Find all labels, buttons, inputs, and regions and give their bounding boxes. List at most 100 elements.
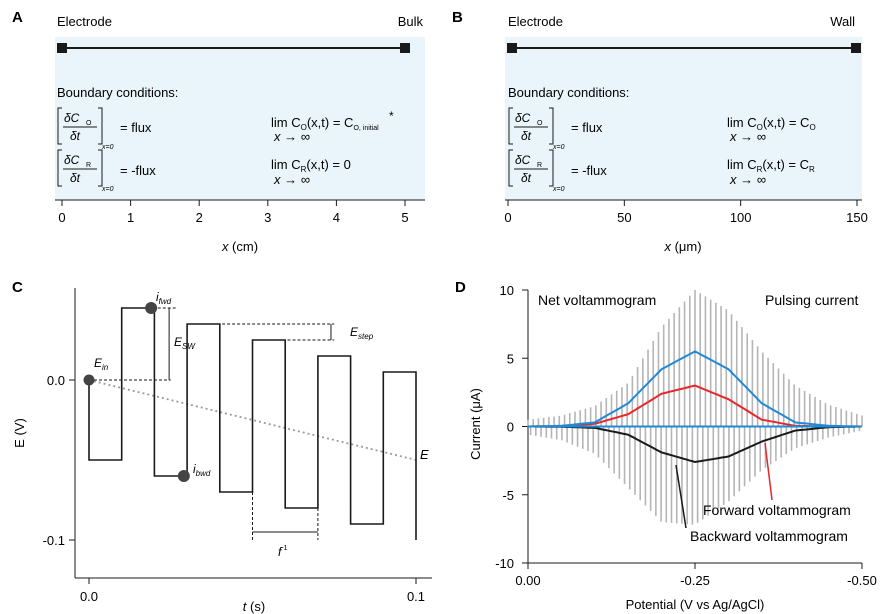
panel-d-xlabel: Potential (V vs Ag/AgCl)	[626, 597, 765, 612]
panel-letter-b: B	[452, 9, 463, 26]
panel-a-star: *	[389, 109, 394, 123]
tick-label: 50	[617, 210, 631, 225]
ann-f: f-1	[278, 545, 288, 559]
tick-label: 3	[264, 210, 271, 225]
panel-c-annotations: ifwd ibwd Ein ESW Estep E f-1	[94, 290, 429, 559]
tick-label: 0	[507, 420, 514, 435]
x-eq-0: x=0	[101, 144, 114, 151]
frac-top-sub: R	[537, 162, 542, 169]
panel-b-left-label: Electrode	[508, 14, 563, 29]
panel-c-xlabel: t (s)	[243, 599, 265, 614]
panel-c-ticks: 0.0 0.1 0.0 -0.1	[43, 373, 425, 604]
panel-a-electrode-marker	[57, 43, 67, 53]
panel-d-ticks: 0.00 -0.25 -0.50 10 5 0 -5 -10	[495, 283, 877, 588]
panel-b-derivative-r: δC R δt x=0	[508, 149, 565, 193]
panel-b-right-label: Wall	[830, 14, 855, 29]
net-voltammogram-line	[527, 350, 863, 428]
tick-label: 0.1	[407, 589, 425, 604]
square-wave	[88, 307, 417, 540]
panel-b-background	[505, 37, 862, 200]
leader-forward	[764, 442, 773, 501]
panel-b-electrode-marker	[507, 43, 517, 53]
panel-b: B Electrode Wall Boundary conditions: δC…	[452, 9, 868, 254]
panel-b-lim1: lim CO(x,t) = CO	[727, 115, 816, 132]
panel-b-flux: = flux	[571, 120, 603, 135]
ann-ein: Ein	[94, 356, 109, 372]
frac-bottom: δt	[521, 129, 532, 143]
tick-label: 0.0	[47, 373, 65, 388]
panel-a-lim1: lim CO(x,t) = CO, initial	[271, 115, 379, 132]
panel-b-wall-marker	[851, 43, 861, 53]
frac-top: δC	[515, 153, 531, 167]
x-eq-0: x=0	[552, 144, 565, 151]
panel-b-bc-title: Boundary conditions:	[508, 85, 629, 100]
tick-label: 5	[507, 351, 514, 366]
panel-d-ylabel: Current (μA)	[468, 388, 483, 460]
tick-label: 5	[401, 210, 408, 225]
panel-a-x-to-inf-2: x → ∞	[273, 172, 310, 187]
staircase-line	[88, 379, 417, 461]
frac-top-sub: R	[86, 162, 91, 169]
tick-label: 100	[730, 210, 752, 225]
tick-label: 10	[500, 283, 514, 298]
panel-a-derivative-o: δC O δt x=0	[57, 107, 114, 151]
label-forward-voltammogram: Forward voltammogram	[703, 502, 851, 518]
panel-a-background	[55, 37, 425, 200]
ann-ibwd: ibwd	[193, 462, 211, 478]
panel-b-xlabel: x (μm)	[663, 239, 701, 254]
ann-esw: ESW	[174, 335, 196, 351]
panel-c: C 0.0 0.1 0.0 -0.1 E (V) t (s) ifwd ibwd Ei…	[12, 279, 432, 614]
panel-a-neg-flux: = -flux	[120, 163, 156, 178]
tick-label: 150	[846, 210, 868, 225]
panel-a-xlabel: x (cm)	[221, 239, 258, 254]
tick-label: 4	[333, 210, 340, 225]
panel-letter-a: A	[12, 9, 23, 26]
panel-a-bulk-marker	[400, 43, 410, 53]
panel-c-plot	[83, 302, 417, 540]
tick-label: 0	[58, 210, 65, 225]
panel-a-derivative-r: δC R δt x=0	[57, 149, 114, 193]
panel-a-bc-title: Boundary conditions:	[57, 85, 178, 100]
tick-label: 0.0	[80, 589, 98, 604]
panel-b-derivative-o: δC O δt x=0	[508, 107, 565, 151]
ibwd-marker	[177, 470, 190, 482]
panel-letter-c: C	[12, 279, 23, 296]
tick-label: 0	[504, 210, 511, 225]
ann-ifwd: ifwd	[156, 290, 172, 306]
ein-marker	[83, 374, 95, 386]
label-net-voltammogram: Net voltammogram	[538, 292, 656, 308]
panel-d-curves	[527, 350, 863, 464]
tick-label: -0.1	[43, 533, 65, 548]
leader-backward	[675, 464, 687, 529]
tick-label: -0.25	[680, 573, 710, 588]
ifwd-marker	[145, 302, 158, 314]
panel-c-ylabel: E (V)	[12, 418, 27, 448]
panel-d: D 0.00 -0.25 -0.50 10 5 0 -5 -10 Current (μA) P…	[455, 279, 877, 612]
tick-label: 2	[196, 210, 203, 225]
panel-b-x-to-inf-1: x → ∞	[729, 129, 766, 144]
panel-a-flux: = flux	[120, 120, 152, 135]
tick-label: 0.00	[515, 573, 540, 588]
frac-bottom: δt	[521, 171, 532, 185]
frac-bottom: δt	[70, 129, 81, 143]
frac-top: δC	[515, 111, 531, 125]
x-eq-0: x=0	[101, 186, 114, 193]
panel-b-ticks: 0 50 100 150	[504, 200, 868, 225]
label-pulsing-current: Pulsing current	[765, 292, 858, 308]
panel-a-right-label: Bulk	[398, 14, 424, 29]
panel-b-lim2: lim CR(x,t) = CR	[727, 157, 815, 174]
frac-top: δC	[64, 153, 80, 167]
tick-label: -10	[495, 556, 514, 571]
frac-top-sub: O	[86, 120, 92, 127]
ann-estep: Estep	[350, 325, 374, 341]
ann-e: E	[420, 447, 429, 462]
panel-letter-d: D	[455, 279, 466, 296]
panel-d-pulsing-current	[527, 290, 863, 525]
panel-a-lim2: lim CR(x,t) = 0	[271, 157, 351, 174]
frac-bottom: δt	[70, 171, 81, 185]
panel-a-left-label: Electrode	[57, 14, 112, 29]
x-eq-0: x=0	[552, 186, 565, 193]
panel-b-x-to-inf-2: x → ∞	[729, 172, 766, 187]
panel-b-neg-flux: = -flux	[571, 163, 607, 178]
